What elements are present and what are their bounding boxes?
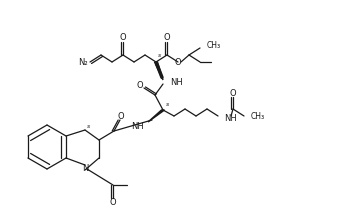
Text: NH: NH: [170, 78, 183, 87]
Text: O: O: [230, 89, 236, 97]
Text: O: O: [118, 111, 124, 121]
Text: O: O: [110, 198, 116, 206]
Text: s: s: [166, 102, 170, 107]
Text: CH₃: CH₃: [251, 111, 265, 121]
Text: s: s: [87, 124, 91, 128]
Text: CH₃: CH₃: [207, 41, 221, 51]
Text: N₂: N₂: [79, 58, 88, 66]
Polygon shape: [148, 110, 164, 122]
Text: O: O: [120, 34, 126, 43]
Text: NH: NH: [224, 114, 237, 123]
Polygon shape: [154, 62, 163, 80]
Text: N: N: [82, 164, 88, 172]
Text: O: O: [164, 34, 170, 43]
Text: O: O: [175, 58, 181, 66]
Text: O: O: [137, 80, 143, 90]
Text: NH: NH: [131, 121, 144, 131]
Text: s: s: [158, 53, 162, 58]
